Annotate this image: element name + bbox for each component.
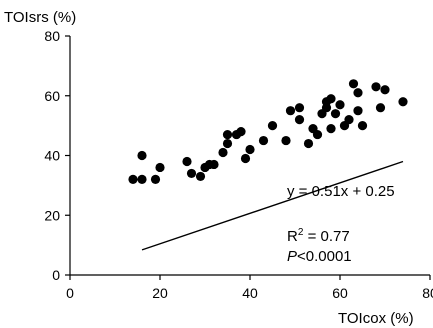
- x-tick-label: 60: [332, 285, 348, 301]
- data-point: [186, 168, 197, 179]
- data-point: [209, 159, 219, 170]
- data-point: [182, 156, 192, 167]
- data-point: [285, 106, 296, 116]
- data-point: [353, 106, 363, 116]
- data-point: [258, 135, 269, 146]
- data-point: [357, 121, 368, 131]
- data-point: [294, 115, 305, 125]
- data-point: [398, 97, 408, 107]
- data-point: [236, 127, 246, 137]
- data-point: [348, 79, 359, 89]
- data-point: [218, 147, 228, 158]
- data-point: [335, 100, 345, 110]
- y-tick-label: 20: [44, 207, 60, 223]
- data-point: [155, 162, 165, 173]
- data-point: [326, 94, 336, 104]
- data-point: [380, 85, 390, 95]
- data-point: [326, 124, 336, 134]
- y-tick-label: 40: [44, 148, 60, 164]
- data-points: [128, 79, 408, 184]
- data-point: [240, 153, 251, 164]
- y-axis-label: TOIsrs (%): [4, 9, 76, 26]
- data-point: [344, 115, 354, 125]
- data-point: [222, 129, 233, 140]
- equation-annotation: y = 0.51x + 0.25: [287, 183, 395, 200]
- data-point: [222, 138, 233, 149]
- data-point: [245, 144, 255, 155]
- trend-line: [141, 160, 404, 251]
- y-tick-label: 0: [52, 267, 60, 283]
- data-point: [137, 150, 147, 161]
- data-point: [353, 88, 363, 98]
- data-point: [150, 174, 161, 184]
- x-tick-label: 0: [66, 285, 74, 301]
- data-point: [267, 121, 278, 131]
- data-point: [321, 103, 332, 113]
- x-tick-label: 80: [422, 285, 433, 301]
- x-tick-label: 20: [152, 285, 168, 301]
- x-axis-label: TOIcox (%): [338, 310, 414, 327]
- data-point: [281, 135, 291, 146]
- data-point: [330, 109, 341, 119]
- data-point: [312, 129, 323, 140]
- data-point: [195, 171, 206, 182]
- r-squared-annotation: R2 = 0.77: [287, 227, 350, 245]
- data-point: [294, 103, 305, 113]
- x-tick-label: 40: [242, 285, 258, 301]
- data-point: [303, 138, 314, 149]
- data-point: [137, 174, 147, 184]
- data-point: [128, 174, 138, 184]
- p-value-annotation: P<0.0001: [287, 248, 352, 265]
- axis-ticks: 0 20 40 60 80 0 20 40 60 80: [44, 28, 433, 301]
- data-point: [375, 103, 386, 113]
- y-tick-label: 60: [44, 88, 60, 104]
- y-tick-label: 80: [44, 28, 60, 44]
- data-point: [371, 82, 381, 92]
